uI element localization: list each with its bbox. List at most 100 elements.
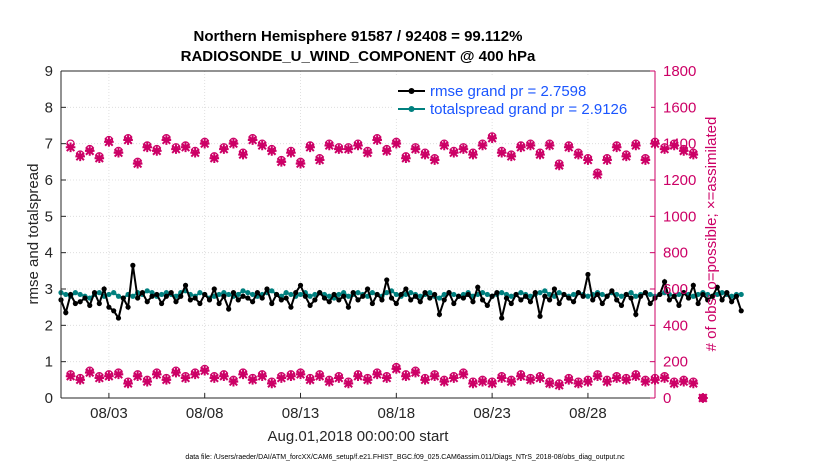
totalspread-point <box>537 290 543 296</box>
rmse-point <box>269 300 275 307</box>
rmse-point <box>336 297 342 303</box>
rmse-point <box>120 295 126 301</box>
rmse-point <box>230 290 237 296</box>
rmse-point <box>705 297 711 303</box>
obs-assimilated-marker <box>104 137 114 147</box>
rmse-point <box>173 299 179 305</box>
rmse-point <box>666 297 672 303</box>
rmse-point <box>508 300 514 307</box>
obs-assimilated-marker <box>161 375 172 385</box>
obs-assimilated-marker <box>621 375 632 385</box>
totalspread-point <box>705 291 711 298</box>
rmse-point <box>312 297 318 303</box>
data-file-footnote: data file: /Users/raeder/DAI/ATM_forcXX/… <box>185 454 625 461</box>
obs-assimilated-marker <box>75 151 85 162</box>
rmse-point <box>604 293 610 299</box>
obs-assimilated-marker <box>631 140 641 151</box>
rmse-point <box>657 291 663 298</box>
rmse-point <box>178 293 184 299</box>
totalspread-point <box>618 293 625 299</box>
rmse-point <box>484 302 490 308</box>
obs-assimilated-marker <box>324 376 335 387</box>
obs-assimilated-marker <box>420 375 430 385</box>
rmse-point <box>91 290 98 296</box>
rmse-point <box>293 290 299 296</box>
right-tick-label: 1600 <box>663 99 696 116</box>
obs-assimilated-marker <box>449 373 459 383</box>
obs-assimilated-marker <box>94 373 105 383</box>
totalspread-point <box>484 291 490 298</box>
rmse-point <box>690 282 696 288</box>
obs-assimilated-marker <box>420 149 430 160</box>
rmse-point <box>144 299 150 305</box>
totalspread-point <box>111 290 117 296</box>
obs-assimilated-marker <box>305 142 315 153</box>
left-tick-label: 8 <box>45 99 53 116</box>
right-tick-label: 1800 <box>663 63 696 80</box>
totalspread-point <box>384 290 390 296</box>
rmse-point <box>618 302 625 308</box>
rmse-point <box>350 290 356 296</box>
rmse-point <box>412 293 419 299</box>
left-tick-label: 9 <box>45 63 53 80</box>
obs-assimilated-marker <box>199 365 210 376</box>
obs-assimilated-marker <box>314 155 325 165</box>
rmse-point <box>676 302 682 308</box>
obs-assimilated-marker <box>439 376 450 387</box>
obs-assimilated-marker <box>343 378 354 389</box>
totalspread-point <box>690 293 696 299</box>
obs-assimilated-marker <box>286 371 296 381</box>
rmse-point <box>661 279 668 285</box>
totalspread-point <box>408 290 414 296</box>
totalspread-point <box>72 290 78 296</box>
rmse-point <box>547 297 553 303</box>
legend-spread-marker <box>408 106 415 112</box>
obs-assimilated-marker <box>353 140 363 151</box>
rmse-point <box>384 277 390 283</box>
obs-assimilated-marker <box>247 375 258 385</box>
rmse-point <box>532 290 538 296</box>
obs-assimilated-marker <box>295 369 306 380</box>
rmse-point <box>245 295 251 301</box>
totalspread-point <box>312 291 318 298</box>
rmse-point <box>460 295 466 301</box>
obs-assimilated-marker <box>180 142 191 153</box>
obs-assimilated-marker <box>94 153 105 163</box>
obs-assimilated-marker <box>602 155 612 165</box>
totalspread-point <box>585 293 591 299</box>
rmse-point <box>671 293 677 299</box>
obs-assimilated-marker <box>429 155 440 165</box>
rmse-point <box>264 286 270 292</box>
rmse-point <box>106 304 112 310</box>
obs-assimilated-marker <box>199 138 210 149</box>
obs-assimilated-marker <box>372 369 382 380</box>
totalspread-point <box>503 291 510 298</box>
rmse-point <box>733 293 740 299</box>
rmse-point <box>288 304 294 310</box>
rmse-point <box>158 300 165 307</box>
rmse-point <box>695 300 701 307</box>
rmse-point <box>273 291 280 298</box>
y-axis-label-right: # of obs: o=possible; ×=assimilated <box>703 117 720 352</box>
rmse-point <box>115 315 122 321</box>
rmse-point <box>364 286 371 292</box>
obs-count-markers <box>65 132 708 403</box>
rmse-point <box>614 297 620 303</box>
rmse-point <box>393 300 399 307</box>
obs-assimilated-marker <box>487 133 497 144</box>
obs-assimilated-marker <box>276 157 287 167</box>
totalspread-point <box>647 291 653 298</box>
totalspread-point <box>115 293 122 299</box>
rmse-point <box>638 293 644 299</box>
obs-assimilated-marker <box>506 151 517 162</box>
obs-assimilated-marker <box>573 378 584 389</box>
totalspread-point <box>245 290 251 296</box>
totalspread-point <box>451 291 457 298</box>
obs-assimilated-marker <box>276 373 287 383</box>
rmse-point <box>455 293 462 299</box>
obs-assimilated-marker <box>152 369 162 380</box>
rmse-point <box>465 291 471 298</box>
right-tick-label: 1400 <box>663 136 696 153</box>
rmse-point <box>297 282 304 288</box>
